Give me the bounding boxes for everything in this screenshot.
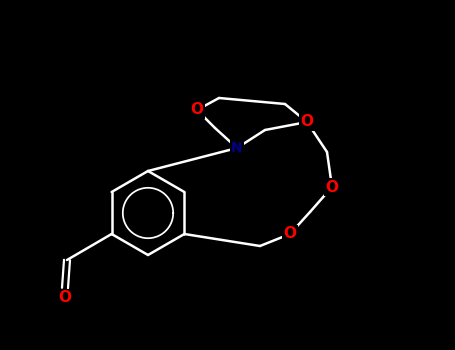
- Text: O: O: [283, 226, 297, 242]
- Text: O: O: [300, 114, 313, 130]
- Text: O: O: [325, 180, 339, 195]
- Text: N: N: [231, 141, 243, 155]
- Text: O: O: [191, 103, 203, 118]
- Text: O: O: [59, 290, 71, 306]
